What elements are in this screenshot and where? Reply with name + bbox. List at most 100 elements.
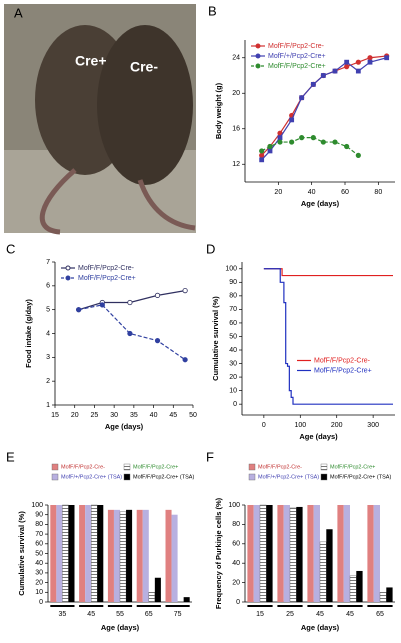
bar [97,505,104,602]
x-tick-label: 45 [87,611,95,618]
x-tick-label: 20 [71,412,79,419]
legend-swatch [51,473,59,481]
y-tick-label: 40 [232,560,240,567]
x-tick-label: 40 [308,189,316,196]
y-tick-label: 40 [229,347,237,354]
legend-marker [255,53,261,59]
y-tick-label: 5 [46,307,50,314]
y-axis-label: Body weight (g) [214,82,223,139]
x-axis-label: Age (days) [301,199,340,208]
x-tick-label: 80 [374,189,382,196]
bar [56,505,63,602]
bar [113,509,120,602]
y-tick-label: 10 [35,589,43,596]
series-line [78,290,186,311]
mouse-right [97,25,193,185]
legend-label: MofF/F/Pcp2-Cre- [78,265,135,272]
category-bracket [165,605,190,607]
bar [386,587,393,602]
point [344,59,350,65]
point [310,135,316,141]
legend-label: MofF/F/Pcp2-Cre+ [268,63,326,70]
panel-label: F [206,449,214,464]
bar [379,592,387,603]
photo-label: Cre- [130,59,158,75]
y-axis-label: Frequency of Purkinje cells (%) [214,497,223,609]
y-tick-label: 0 [233,401,237,408]
x-tick-label: 45 [169,412,177,419]
y-tick-label: 100 [228,502,240,509]
y-tick-label: 100 [225,266,237,273]
category-bracket [79,605,104,607]
y-tick-label: 80 [229,293,237,300]
point [259,148,265,154]
legend-label: MofF/F/Pcp2-Cre- [258,464,302,470]
y-tick-label: 90 [229,279,237,286]
point [154,292,161,298]
legend-swatch [248,463,256,471]
point [267,148,273,154]
category-bracket [307,605,333,607]
category-bracket [247,605,273,607]
legend-label: MofF/F/Pcp2-Cre+ [78,275,136,282]
bar [126,509,133,602]
point [332,68,338,74]
bar [266,505,273,602]
x-tick-label: 300 [367,422,379,429]
legend-label: MofF/+/Pcp2-Cre+ [268,53,326,60]
legend-label: MofF/F/Pcp2-Cre+ [330,464,375,470]
y-tick-label: 70 [229,306,237,313]
bar [171,514,178,602]
point [182,287,188,294]
y-tick-label: 6 [46,283,50,290]
y-tick-label: 20 [229,374,237,381]
bar [68,505,75,602]
y-tick-label: 90 [35,512,43,519]
bar [62,504,69,603]
x-tick-label: 55 [116,611,124,618]
bar [289,507,297,603]
point [127,330,133,337]
legend-marker [65,265,71,271]
y-tick-label: 2 [46,378,50,385]
point [355,152,361,158]
y-tick-label: 24 [232,55,240,62]
x-tick-label: 45 [316,611,324,618]
photo-label: Cre+ [75,53,107,69]
y-tick-label: 70 [35,531,43,538]
point [299,95,305,101]
y-axis-label: Cumulative survival (%) [211,296,220,381]
bar [337,505,344,602]
legend-label: MofF/F/Pcp2-Cre- [314,357,371,364]
bar [319,541,327,603]
y-tick-label: 0 [39,599,43,606]
y-tick-label: 4 [46,330,50,337]
point [299,135,305,141]
category-bracket [50,605,75,607]
x-axis-label: Age (days) [105,422,144,431]
x-tick-label: 75 [174,611,182,618]
legend-swatch [51,463,59,471]
point [320,139,326,145]
legend-label: MofF/F/Pcp2-Cre+ [133,464,178,470]
bar [142,509,149,602]
category-bracket [136,605,161,607]
panel-label: E [6,449,15,464]
x-tick-label: 0 [262,422,266,429]
panel-label: C [6,241,15,256]
x-tick-label: 100 [294,422,306,429]
category-bracket [107,605,133,607]
point [277,139,283,145]
bar [367,505,374,602]
legend-swatch [123,463,131,471]
legend-label: MofF/F/Pcp2-Cre- [268,43,325,50]
point [320,73,326,78]
point [127,299,133,306]
legend-label: MofF/F/Pcp2-Cre+ [314,367,372,374]
category-bracket [277,605,303,607]
category-bracket [367,605,393,607]
y-tick-label: 60 [229,320,237,327]
point [182,357,188,363]
y-tick-label: 80 [232,521,240,528]
bar [259,504,267,603]
